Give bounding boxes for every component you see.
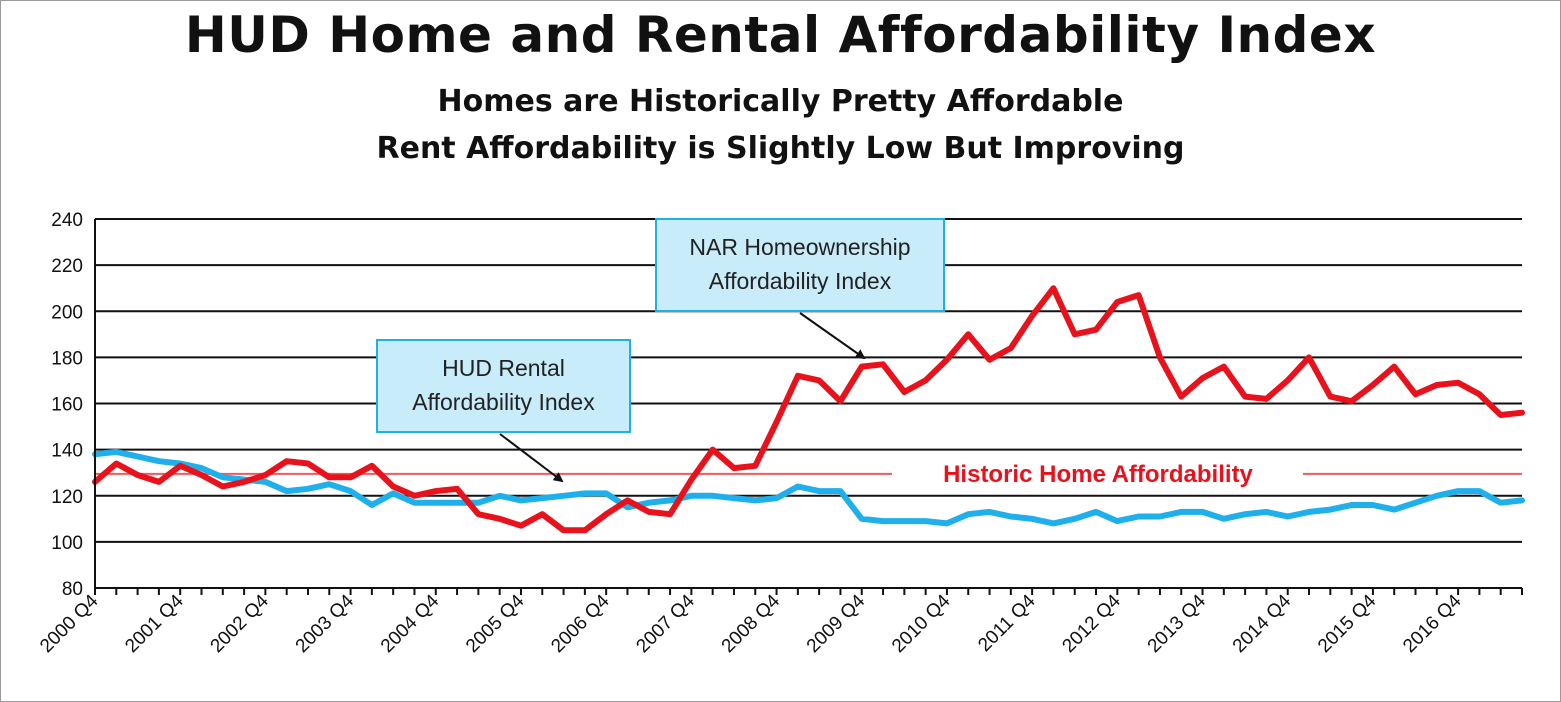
nar-callout-arrow [799,312,866,360]
home-affordability-line [92,285,1525,534]
x-tick-label: 2014 Q4 [1229,590,1296,657]
y-tick-label-140: 140 [51,441,83,462]
x-tick-label: 2011 Q4 [974,590,1040,656]
nar-callout-box [655,218,945,312]
y-tick-label-120: 120 [51,487,83,508]
x-tick-label: 2002 Q4 [207,590,274,657]
x-tick-label: 2016 Q4 [1399,590,1466,657]
reference-line-label: Historic Home Affordability [943,461,1253,488]
callouts: NAR Homeownership Affordability Index HUD … [376,218,945,483]
hud-rental-callout-text: HUD Rental [442,355,565,381]
x-tick-label: 2006 Q4 [547,590,614,657]
x-tick-label: 2008 Q4 [718,590,785,657]
x-tick-label: 2003 Q4 [292,590,359,657]
x-tick-label: 2015 Q4 [1314,590,1381,657]
chart-subtitle-line-1: Homes are Historically Pretty Affordable [437,84,1124,119]
y-tick-label-240: 240 [51,210,83,231]
x-tick-label: 2000 Q4 [36,590,103,657]
y-tick-label-220: 220 [51,256,83,277]
nar-callout-text: Affordability Index [709,268,892,294]
x-tick-label: 2012 Q4 [1058,590,1125,657]
y-tick-label-100: 100 [51,533,83,554]
x-tick-label: 2009 Q4 [803,590,870,657]
y-tick-label-160: 160 [51,395,83,416]
hud-rental-callout-arrow [499,433,564,483]
series-layer [92,285,1525,534]
nar-callout-text: NAR Homeownership [689,234,910,260]
x-tick-label: 2001 Q4 [121,590,188,657]
rental-affordability-line [92,448,1525,527]
x-tick-label: 2004 Q4 [377,590,444,657]
x-tick-label: 2005 Q4 [462,590,529,657]
hud-rental-callout-text: Affordability Index [412,389,595,415]
chart-title: HUD Home and Rental Affordability Index [184,6,1377,64]
y-tick-label-200: 200 [51,302,83,323]
y-tick-label-180: 180 [51,348,83,369]
x-tick-label: 2010 Q4 [888,590,955,657]
x-tick-label: 2013 Q4 [1144,590,1211,657]
x-tick-label: 2007 Q4 [632,590,699,657]
historic-affordability-reference: Historic Home Affordability [95,461,1522,488]
chart-subtitle-line-2: Rent Affordability is Slightly Low But I… [376,131,1185,166]
y-tick-label-80: 80 [62,579,83,600]
hud-rental-callout-box [376,339,631,433]
